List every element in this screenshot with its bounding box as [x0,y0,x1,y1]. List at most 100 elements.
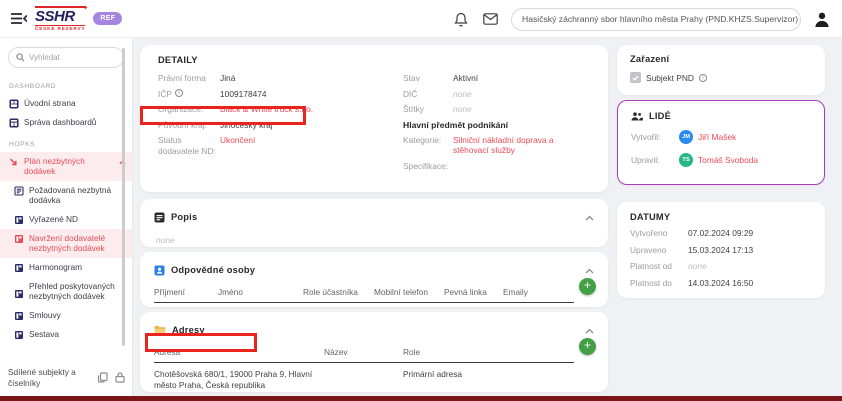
datum-row-platnost-od: Platnost od none [630,261,707,271]
datum-row-upraveno: Upraveno 15.03.2024 17:13 [630,244,754,255]
book-icon [15,289,23,298]
lide-title: LIDÉ [649,111,671,121]
checkbox-label: Subjekt PND [646,72,694,83]
people-icon [631,111,643,120]
add-person-button[interactable]: + [579,278,596,295]
field-dic: DIČ none [403,88,472,99]
dashboard-icon [9,99,19,109]
field-kategorie: Kategorie: Silniční nákladní doprava a s… [403,135,590,156]
sidebar-item-label: Sdílené subjekty a číselníky [8,367,76,388]
podnikani-subheader: Hlavní předmět podnikání [403,119,509,130]
avatar: JM [679,130,693,144]
sidebar-item-sdilene-subjekty[interactable]: Sdílené subjekty a číselníky [0,363,133,392]
add-address-button[interactable]: + [579,338,596,355]
sidebar-item-uvodni-strana[interactable]: Úvodní strana [0,94,132,113]
subjekt-pnd-checkbox[interactable] [630,72,641,83]
sidebar-search[interactable] [8,47,124,68]
messages-envelope-icon[interactable] [482,11,498,27]
search-input[interactable] [29,53,109,62]
sidebar-item-navrzeni-dodavatele[interactable]: Navržení dodavatelé nezbytných dodávek [0,228,132,258]
sidebar-collapse-icon[interactable] [10,11,28,27]
osoby-table-header: Příjmení Jméno Role účastníka Mobilní te… [154,287,574,303]
sidebar: DASHBOARD Úvodní strana Správa dashboard… [0,38,133,396]
plan-arrow-icon [9,158,17,166]
upravil-user-link[interactable]: Tomáš Svoboda [698,155,759,165]
sidebar-item-sprava-dashboardu[interactable]: Správa dashboardů [0,113,132,132]
sidebar-item-label: Plán nezbytných dodávek [24,156,85,176]
vytvoril-row: Vytvořil: JM Jiří Mašek [631,130,737,144]
osoby-title: Odpovědné osoby [171,265,256,275]
role-cell: Primární adresa [403,369,463,379]
dashboard-settings-icon [9,118,19,128]
column-header: Příjmení [154,287,185,297]
field-icp: IČP i 1009178474 [158,88,267,99]
column-header: Adresa [154,347,181,357]
popis-panel: Popis none [140,199,608,247]
sidebar-item-pozadovana-nezbytna-dodavka[interactable]: Požadovaná nezbytná dodávka [0,181,132,210]
info-icon[interactable]: i [698,73,707,82]
field-specifikace: Specifikace: [403,160,449,171]
field-pravni-forma: Právní forma Jiná [158,73,236,83]
sidebar-item-prehled-poskytovanych[interactable]: Přehled poskytovaných nezbytných dodávek [0,277,132,306]
book-icon [15,330,23,339]
document-request-icon [14,186,24,196]
sidebar-item-plan-nezbytnych-dodavek[interactable]: Plán nezbytných dodávek [0,152,132,181]
datumy-title: DATUMY [630,212,671,222]
sidebar-item-smlouvy[interactable]: Smlouvy [0,306,132,325]
sidebar-item-label: Harmonogram [29,261,83,272]
column-header: Role účastníka [303,287,358,297]
adresy-title: Adresy [172,325,205,335]
zarazeni-panel: Zařazení Subjekt PND i [617,45,825,95]
notifications-bell-icon[interactable] [453,11,469,27]
field-organizace: Organizace: Black & White truck s.r.o. [158,104,314,114]
sidebar-item-label: Sestava [29,328,59,339]
column-header: Mobilní telefon [374,287,428,297]
sidebar-item-label: Navržení dodavatelé nezbytných dodávek [29,232,106,253]
contact-card-icon [154,265,165,275]
book-icon-active [15,234,23,243]
environment-badge: REF [93,12,123,25]
field-puvodni-kraj: Původní kraj: Jihočeský kraj [158,119,273,130]
kategorie-link[interactable]: Silniční nákladní doprava a stěhovací sl… [453,134,554,156]
vytvoril-user-link[interactable]: Jiří Mašek [698,132,737,142]
organizace-link[interactable]: Black & White truck s.r.o. [220,104,314,114]
sidebar-item-sestava[interactable]: Sestava [0,325,132,344]
app-logo-subtitle: ČESKÉ REZERVY [35,24,86,31]
book-icon [15,215,23,224]
sidebar-item-harmonogram[interactable]: Harmonogram [0,258,132,277]
logo-star-icon: ✦ [82,4,89,12]
popis-title: Popis [171,212,198,222]
sidebar-item-label: Vyřazené ND [29,213,79,224]
datum-row-vytvoreno: Vytvořeno 07.02.2024 09:29 [630,228,754,238]
popis-value: none [156,235,175,245]
collapse-chevron-up-icon[interactable] [585,261,594,279]
lide-panel: LIDÉ Vytvořil: JM Jiří Mašek Upravil: TS… [617,100,825,185]
sidebar-section-dashboard: DASHBOARD [9,83,57,90]
details-left-column: Právní forma Jiná IČP i 1009178474 Organi… [158,73,403,176]
column-header: Emaily [503,287,528,297]
lock-icon[interactable] [115,372,125,383]
search-icon [16,53,25,62]
odpovedne-osoby-panel: Odpovědné osoby Příjmení Jméno Role účas… [140,252,608,307]
status-link[interactable]: Ukončení [220,135,256,145]
sidebar-scrollbar[interactable] [122,48,125,346]
address-table-row[interactable]: Chotěšovská 680/1, 19000 Praha 9, Hlavní… [154,363,574,392]
info-icon[interactable]: i [174,88,183,97]
copy-icon[interactable] [97,372,108,383]
nazev-cell [324,369,403,391]
adresy-panel: Adresy Adresa Název Role + Chotěšovská 6… [140,312,608,392]
collapse-chevron-up-icon[interactable] [585,208,594,226]
field-status-dodavatele: Status dodavatele ND: Ukončení [158,135,256,156]
collapse-chevron-up-icon[interactable] [585,321,594,339]
user-profile-icon[interactable] [814,11,830,27]
app-logo-text: SSHR [35,5,86,24]
app-logo[interactable]: SSHR ✦ ČESKÉ REZERVY [35,5,88,32]
sidebar-item-vyrazene-nd[interactable]: Vyřazené ND [0,210,132,229]
details-panel: DETAILY Právní forma Jiná IČP i 100917847… [140,45,608,192]
book-icon [15,311,23,320]
adresy-table-header: Adresa Název Role [154,347,574,363]
organization-selector-value: Hasičský záchranný sbor hlavního města P… [522,14,799,24]
sidebar-item-label: Přehled poskytovaných nezbytných dodávek [29,280,115,301]
organization-selector[interactable]: Hasičský záchranný sbor hlavního města P… [511,7,801,31]
book-icon [15,263,23,272]
